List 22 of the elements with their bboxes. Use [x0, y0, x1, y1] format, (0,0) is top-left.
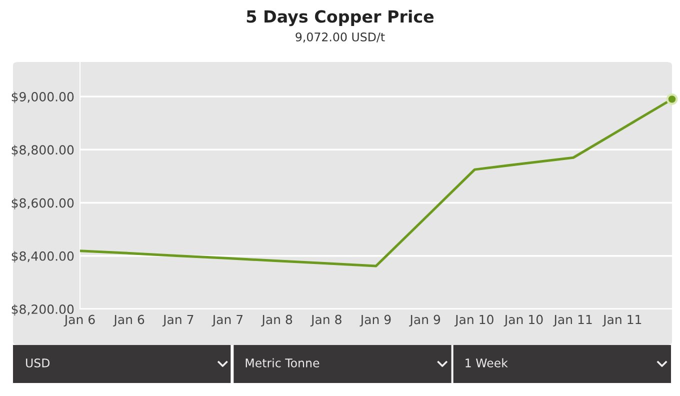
y-tick-label: $8,400.00 [12, 251, 74, 262]
chart-subtitle: 9,072.00 USD/t [296, 32, 385, 43]
x-tick-label: Jan 6 [64, 314, 95, 327]
x-tick-label: Jan 8 [310, 314, 342, 327]
text: 1 Week [466, 358, 508, 368]
x-tick-label: Jan 7 [212, 314, 243, 327]
x-tick-label: Jan 6 [113, 314, 144, 327]
x-tick-label: Jan 11 [602, 314, 642, 327]
x-tick-label: Jan 9 [409, 314, 440, 327]
y-tick-label: $8,800.00 [12, 144, 74, 156]
y-tick-label: $9,000.00 [12, 92, 74, 104]
text: USD [26, 358, 50, 368]
y-tick-label: $8,600.00 [12, 198, 74, 210]
x-tick-label: Jan 7 [162, 314, 194, 327]
y-tick-label: $8,200.00 [12, 304, 74, 316]
x-tick-label: Jan 10 [454, 314, 494, 327]
x-tick-label: Jan 11 [553, 314, 592, 327]
text: Metric Tonne [246, 358, 320, 368]
x-tick-label: Jan 8 [261, 314, 292, 327]
x-tick-label: Jan 9 [360, 314, 391, 327]
x-tick-label: Jan 10 [504, 314, 543, 327]
chart-title: 5 Days Copper Price [246, 10, 434, 26]
